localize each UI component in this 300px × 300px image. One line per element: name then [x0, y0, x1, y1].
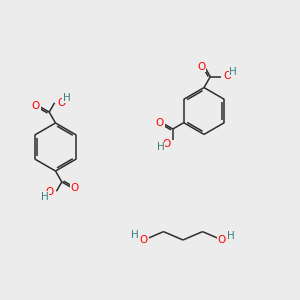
- Text: O: O: [156, 118, 164, 128]
- Text: O: O: [162, 139, 170, 149]
- Text: O: O: [46, 187, 54, 197]
- Text: H: H: [157, 142, 165, 152]
- Text: O: O: [57, 98, 66, 108]
- Text: H: H: [63, 93, 70, 103]
- Text: H: H: [230, 67, 237, 76]
- Text: O: O: [32, 101, 40, 111]
- Text: O: O: [218, 235, 226, 245]
- Text: O: O: [140, 235, 148, 245]
- Text: H: H: [226, 231, 234, 241]
- Text: O: O: [197, 62, 206, 72]
- Text: H: H: [130, 230, 138, 240]
- Text: H: H: [41, 192, 49, 202]
- Text: O: O: [224, 71, 232, 81]
- Text: O: O: [70, 183, 79, 193]
